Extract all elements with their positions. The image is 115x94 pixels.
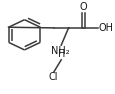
Text: O: O (79, 2, 86, 12)
Text: H: H (58, 49, 65, 59)
Text: OH: OH (98, 23, 112, 33)
Text: Cl: Cl (48, 72, 58, 82)
Text: NH₂: NH₂ (51, 46, 69, 56)
